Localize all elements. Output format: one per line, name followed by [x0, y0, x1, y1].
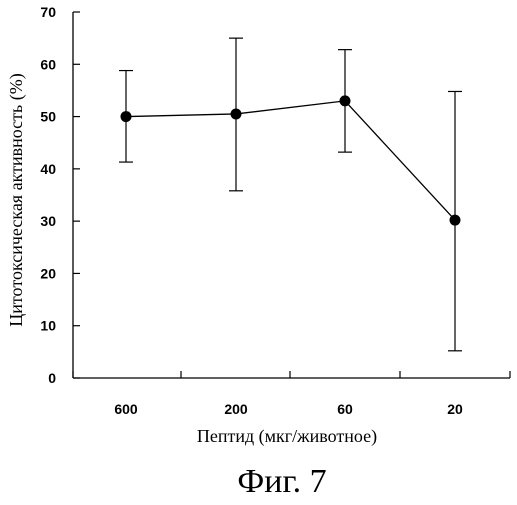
data-point-20: [450, 215, 461, 226]
y-tick-label-0: 0: [48, 370, 56, 386]
x-axis-title: Пептид (мкг/животное): [197, 426, 377, 447]
x-tick-label-600: 600: [114, 401, 138, 417]
x-tick-label-200: 200: [224, 401, 248, 417]
x-tick-label-60: 60: [337, 401, 353, 417]
y-tick-label-10: 10: [40, 318, 56, 334]
axes: [73, 12, 510, 378]
chart-marks: [119, 38, 462, 351]
ticks: 0 10 20 30 40 50 60 70 600 200 60 20: [40, 4, 510, 417]
y-tick-label-30: 30: [40, 213, 56, 229]
data-point-60: [340, 95, 351, 106]
y-tick-label-20: 20: [40, 265, 56, 281]
y-tick-label-40: 40: [40, 161, 56, 177]
figure-caption: Фиг. 7: [237, 463, 326, 500]
y-tick-label-50: 50: [40, 109, 56, 125]
y-tick-label-60: 60: [40, 56, 56, 72]
data-point-200: [231, 108, 242, 119]
series-line: [126, 101, 455, 220]
data-point-600: [121, 111, 132, 122]
x-tick-label-20: 20: [447, 401, 463, 417]
y-tick-label-70: 70: [40, 4, 56, 20]
y-axis-title: Цитотоксическая активность (%): [6, 73, 27, 326]
